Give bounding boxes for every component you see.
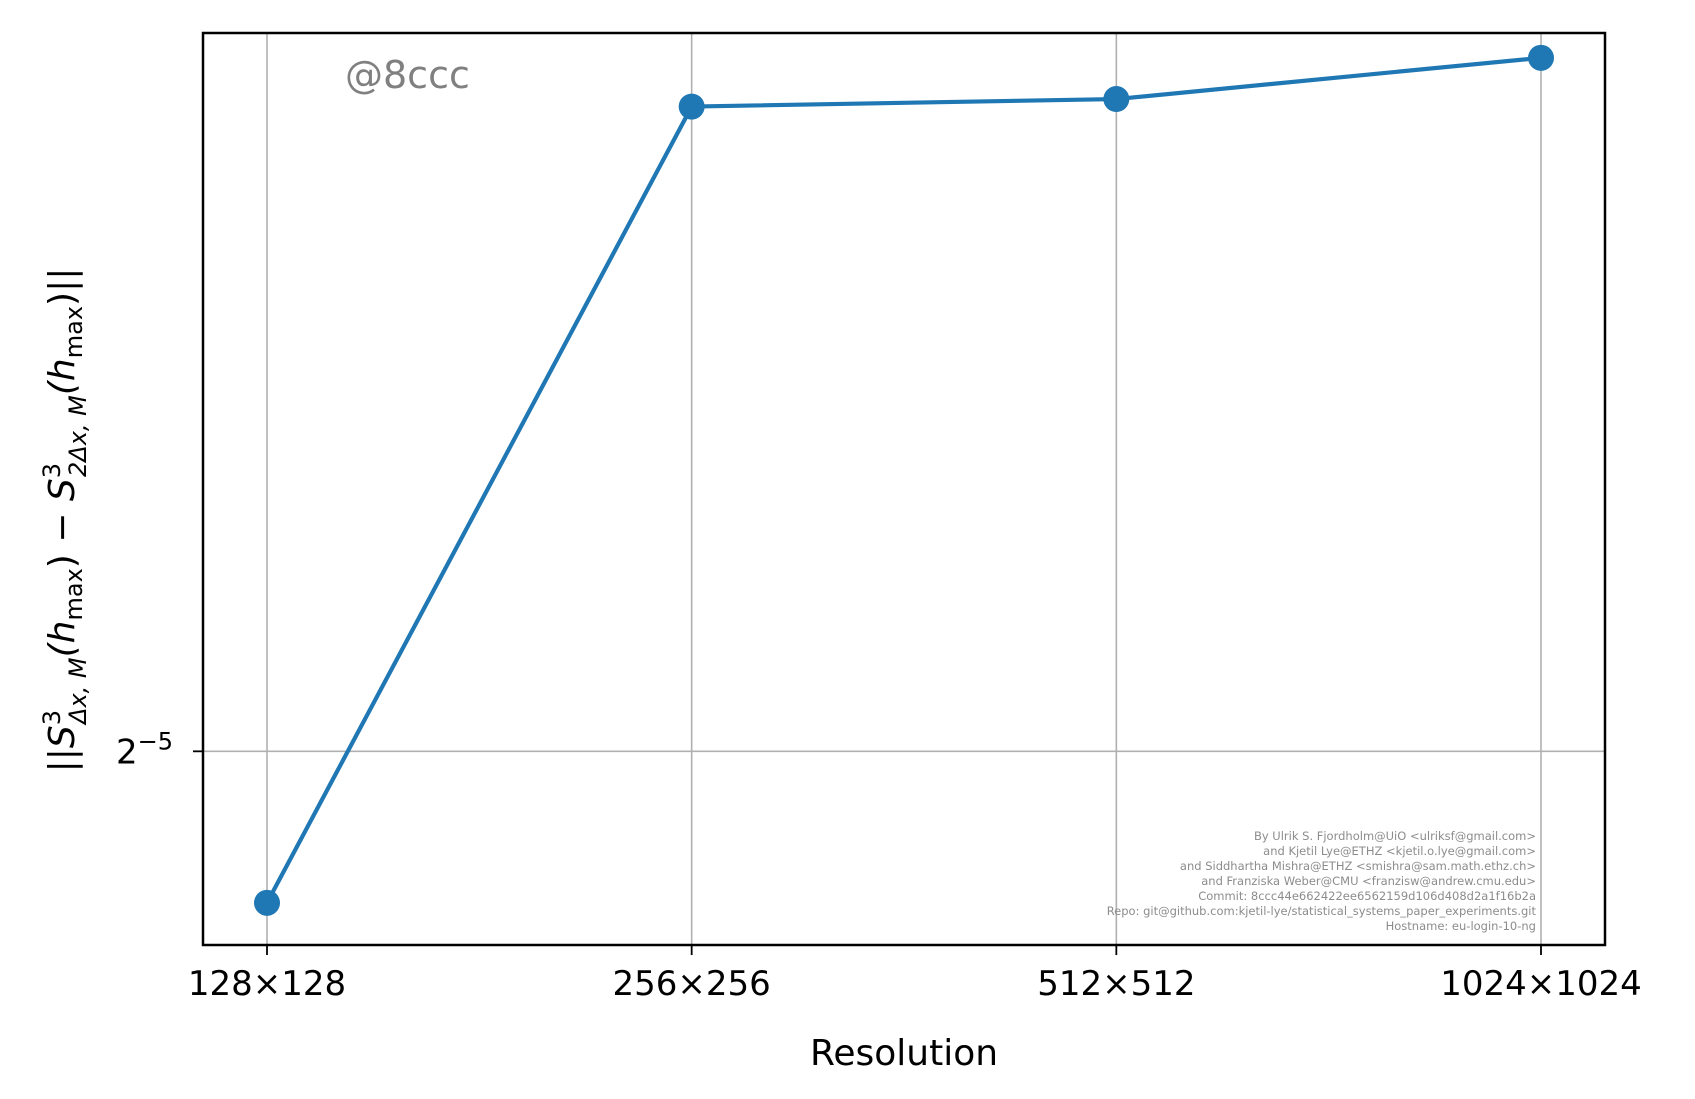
x-tick-label: 512×512 [1037, 964, 1195, 1004]
x-tick-label: 128×128 [188, 964, 346, 1004]
ylabel-open: || [42, 748, 83, 772]
credits-line-7: Hostname: eu-login-10-ng [1386, 919, 1536, 933]
credits-line-4: and Franziska Weber@CMU <franzisw@andrew… [1201, 874, 1536, 888]
ylabel-s1: S [42, 725, 83, 748]
ylabel-argsub1: max [60, 568, 88, 620]
x-tick-label: 1024×1024 [1440, 964, 1642, 1004]
plot-frame [201, 31, 1607, 947]
credits-line-1: By Ulrik S. Fjordholm@UiO <ulriksf@gmail… [1254, 829, 1536, 843]
y-tick-label: 2−5 [116, 727, 173, 772]
y-tick-exponent: −5 [138, 727, 173, 755]
y-axis-label: ||S3Δx, M(hmax) − S32Δx, M(hmax)|| [38, 268, 92, 773]
grid-lines [203, 33, 1605, 945]
ylabel-close1: ) [42, 554, 83, 568]
credits-block: By Ulrik S. Fjordholm@UiO <ulriksf@gmail… [1107, 829, 1537, 933]
credits-line-6: Repo: git@github.com:kjetil-lye/statisti… [1107, 904, 1537, 918]
series-line [265, 55, 1542, 904]
data-point [1103, 86, 1130, 113]
x-axis-label: Resolution [810, 1033, 998, 1074]
ylabel-minus: − [42, 501, 83, 554]
y-tick-base: 2 [116, 732, 138, 772]
watermark-text: @8ccc [345, 53, 470, 97]
ylabel-sub1: Δx, M [64, 657, 92, 726]
ylabel-s2: S [42, 478, 83, 501]
ylabel-close2: ) [42, 292, 83, 306]
x-tick-label: 256×256 [613, 964, 771, 1004]
credits-line-5: Commit: 8ccc44e662422ee6562159d106d408d2… [1198, 889, 1536, 903]
ylabel-sub2: 2Δx, M [64, 395, 92, 477]
ylabel-end: || [42, 268, 83, 292]
data-series [254, 44, 1554, 916]
credits-line-3: and Siddhartha Mishra@ETHZ <smishra@sam.… [1180, 859, 1536, 873]
data-point [678, 93, 705, 120]
ylabel-argsub2: max [60, 306, 88, 358]
credits-line-2: and Kjetil Lye@ETHZ <kjetil.o.lye@gmail.… [1263, 844, 1536, 858]
axis-ticks: 128×128 256×256 512×512 1024×1024 2−5 [116, 727, 1642, 1004]
ylabel-arg2: (h [42, 358, 83, 395]
ylabel-arg1: (h [42, 621, 83, 658]
ylabel-sup1: 3 [38, 710, 66, 725]
ylabel-sup2: 3 [38, 463, 66, 478]
data-point [1528, 44, 1554, 71]
data-point [254, 889, 280, 916]
